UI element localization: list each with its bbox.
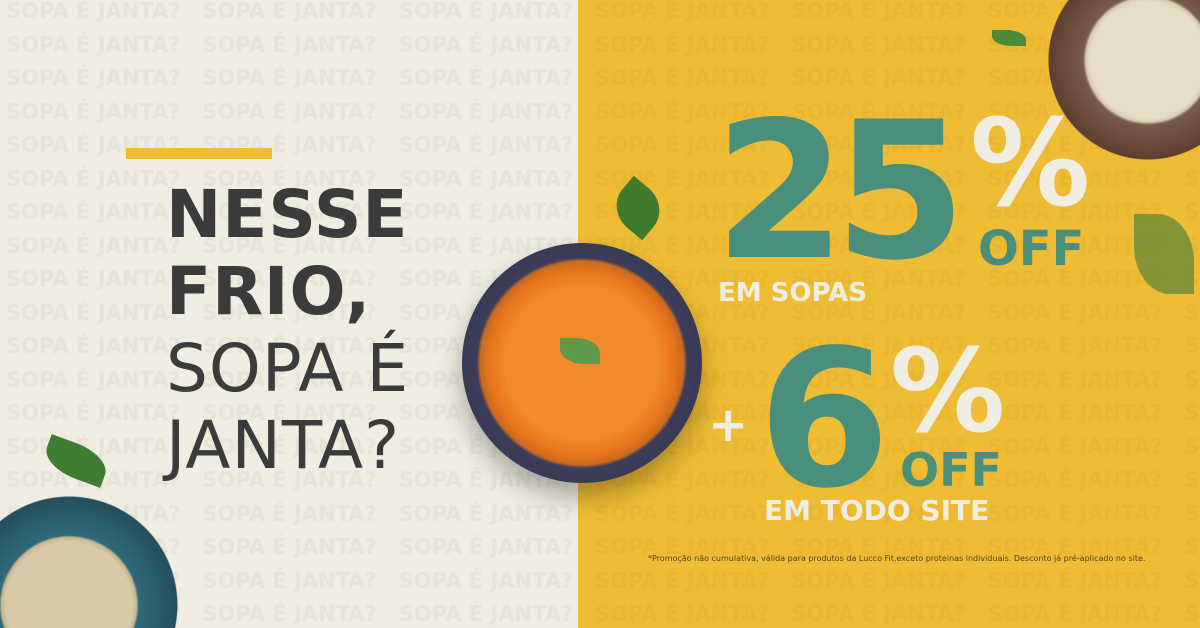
headline-line-1: NESSE [166,176,409,253]
offer2-subtitle: EM TODO SITE [764,494,990,527]
offer2-off: OFF [900,443,1002,497]
mint-leaf-image [560,338,600,364]
headline-line-4: JANTA? [166,407,401,484]
headline: NESSE FRIO, SOPA É JANTA? [166,176,409,484]
offer2-percent: % [890,325,1006,459]
disclaimer-text: *Promoção não cumulativa, válida para pr… [648,554,1146,563]
offer2-plus: + [708,397,749,453]
white-bean-soup-bowl-image [1048,0,1200,160]
accent-bar [126,148,272,159]
headline-line-3: SOPA É [166,330,410,407]
headline-line-2: FRIO, [166,253,372,330]
offer1-off: OFF [978,221,1085,277]
mint-leaf-image [992,30,1026,46]
chickpea-soup-bowl-image [0,496,178,628]
offer2-number: 6 [758,309,891,530]
offer1-subtitle: EM SOPAS [718,278,868,308]
offer1-number: 25 [714,81,966,302]
